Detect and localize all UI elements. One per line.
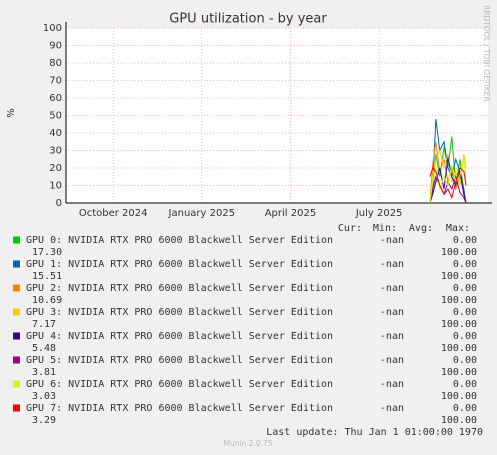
legend-min: 0.00 bbox=[453, 283, 477, 294]
y-tick-label: 50 bbox=[49, 111, 62, 122]
y-tick-label: 80 bbox=[49, 58, 62, 69]
legend-column-header: Min: bbox=[373, 223, 397, 234]
legend-label: GPU 3: NVIDIA RTX PRO 6000 Blackwell Ser… bbox=[26, 307, 333, 318]
legend-max: 100.00 bbox=[441, 415, 477, 426]
legend-max: 100.00 bbox=[441, 271, 477, 282]
y-tick-label: 90 bbox=[49, 41, 62, 52]
legend-cur: -nan bbox=[380, 403, 404, 414]
credit: RRDTOOL / TOBI OETIKER bbox=[482, 5, 491, 102]
legend-cur: -nan bbox=[380, 283, 404, 294]
legend-avg: 10.69 bbox=[32, 295, 62, 306]
legend-swatch bbox=[13, 236, 20, 244]
legend-cur: -nan bbox=[380, 355, 404, 366]
legend-min: 0.00 bbox=[453, 355, 477, 366]
legend-max: 100.00 bbox=[441, 247, 477, 258]
x-tick-label: April 2025 bbox=[265, 208, 316, 219]
legend-column-header: Avg: bbox=[409, 223, 433, 234]
legend-column-header: Max: bbox=[446, 223, 470, 234]
legend-cur: -nan bbox=[380, 259, 404, 270]
legend-min: 0.00 bbox=[453, 307, 477, 318]
legend-label: GPU 7: NVIDIA RTX PRO 6000 Blackwell Ser… bbox=[26, 403, 333, 414]
footer: Munin 2.0.75 bbox=[223, 439, 272, 448]
legend-swatch bbox=[13, 308, 20, 316]
series-line bbox=[429, 148, 467, 204]
legend-max: 100.00 bbox=[441, 295, 477, 306]
legend-label: GPU 6: NVIDIA RTX PRO 6000 Blackwell Ser… bbox=[26, 379, 333, 390]
y-tick-label: 10 bbox=[49, 181, 62, 192]
y-tick-label: 60 bbox=[49, 93, 62, 104]
series-line bbox=[429, 157, 467, 204]
legend-max: 100.00 bbox=[441, 367, 477, 378]
legend-cur: -nan bbox=[380, 307, 404, 318]
legend-min: 0.00 bbox=[453, 259, 477, 270]
legend-min: 0.00 bbox=[453, 379, 477, 390]
y-tick-label: 20 bbox=[49, 163, 62, 174]
legend-avg: 7.17 bbox=[32, 319, 56, 330]
last-update: Last update: Thu Jan 1 01:00:00 1970 bbox=[266, 427, 483, 438]
legend-avg: 17.30 bbox=[32, 247, 62, 258]
legend-swatch bbox=[13, 284, 20, 292]
legend-label: GPU 0: NVIDIA RTX PRO 6000 Blackwell Ser… bbox=[26, 235, 333, 246]
legend-label: GPU 2: NVIDIA RTX PRO 6000 Blackwell Ser… bbox=[26, 283, 333, 294]
legend-avg: 5.48 bbox=[32, 343, 56, 354]
legend-label: GPU 4: NVIDIA RTX PRO 6000 Blackwell Ser… bbox=[26, 331, 333, 342]
legend-cur: -nan bbox=[380, 235, 404, 246]
legend-avg: 3.03 bbox=[32, 391, 56, 402]
legend-cur: -nan bbox=[380, 379, 404, 390]
legend-max: 100.00 bbox=[441, 343, 477, 354]
legend-column-header: Cur: bbox=[338, 223, 362, 234]
chart-title: GPU utilization - by year bbox=[169, 12, 327, 27]
legend-avg: 15.51 bbox=[32, 271, 62, 282]
y-tick-label: 0 bbox=[56, 198, 62, 209]
series-line bbox=[429, 174, 467, 204]
y-tick-label: 40 bbox=[49, 128, 62, 139]
legend-cur: -nan bbox=[380, 331, 404, 342]
x-tick-label: July 2025 bbox=[355, 208, 403, 219]
y-tick-label: 70 bbox=[49, 76, 62, 87]
legend-label: GPU 5: NVIDIA RTX PRO 6000 Blackwell Ser… bbox=[26, 355, 333, 366]
legend-max: 100.00 bbox=[441, 319, 477, 330]
y-tick-label: 30 bbox=[49, 146, 62, 157]
legend-swatch bbox=[13, 404, 20, 412]
legend-swatch bbox=[13, 332, 20, 340]
legend-swatch bbox=[13, 356, 20, 364]
legend-avg: 3.81 bbox=[32, 367, 56, 378]
legend-min: 0.00 bbox=[453, 235, 477, 246]
legend-min: 0.00 bbox=[453, 403, 477, 414]
y-axis-label: % bbox=[6, 108, 17, 118]
legend-swatch bbox=[13, 260, 20, 268]
x-tick-label: October 2024 bbox=[79, 208, 148, 219]
legend-min: 0.00 bbox=[453, 331, 477, 342]
series-line bbox=[429, 167, 467, 200]
legend-max: 100.00 bbox=[441, 391, 477, 402]
x-tick-label: January 2025 bbox=[168, 208, 236, 219]
legend-label: GPU 1: NVIDIA RTX PRO 6000 Blackwell Ser… bbox=[26, 259, 333, 270]
y-tick-label: 100 bbox=[43, 23, 62, 34]
legend-swatch bbox=[13, 380, 20, 388]
legend-avg: 3.29 bbox=[32, 415, 56, 426]
